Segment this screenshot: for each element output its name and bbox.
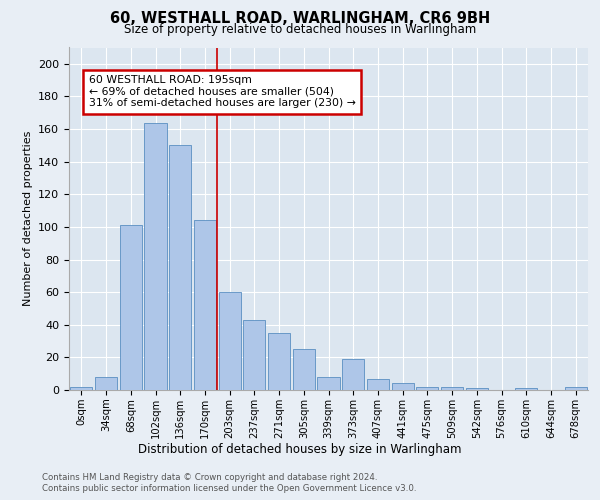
Bar — [218, 292, 241, 390]
Bar — [194, 220, 216, 390]
Bar — [367, 378, 389, 390]
Text: Distribution of detached houses by size in Warlingham: Distribution of detached houses by size … — [138, 442, 462, 456]
Bar — [268, 333, 290, 390]
Bar — [293, 349, 315, 390]
Bar — [466, 388, 488, 390]
Bar — [392, 384, 414, 390]
Text: Contains HM Land Registry data © Crown copyright and database right 2024.: Contains HM Land Registry data © Crown c… — [42, 472, 377, 482]
Text: 60, WESTHALL ROAD, WARLINGHAM, CR6 9BH: 60, WESTHALL ROAD, WARLINGHAM, CR6 9BH — [110, 11, 490, 26]
Bar — [95, 377, 117, 390]
Bar — [145, 122, 167, 390]
Bar — [317, 377, 340, 390]
Bar — [565, 386, 587, 390]
Bar — [515, 388, 538, 390]
Bar — [441, 386, 463, 390]
Text: Contains public sector information licensed under the Open Government Licence v3: Contains public sector information licen… — [42, 484, 416, 493]
Bar — [119, 226, 142, 390]
Bar — [243, 320, 265, 390]
Y-axis label: Number of detached properties: Number of detached properties — [23, 131, 32, 306]
Bar — [342, 359, 364, 390]
Text: Size of property relative to detached houses in Warlingham: Size of property relative to detached ho… — [124, 22, 476, 36]
Bar — [70, 386, 92, 390]
Bar — [416, 386, 439, 390]
Text: 60 WESTHALL ROAD: 195sqm
← 69% of detached houses are smaller (504)
31% of semi-: 60 WESTHALL ROAD: 195sqm ← 69% of detach… — [89, 75, 356, 108]
Bar — [169, 146, 191, 390]
